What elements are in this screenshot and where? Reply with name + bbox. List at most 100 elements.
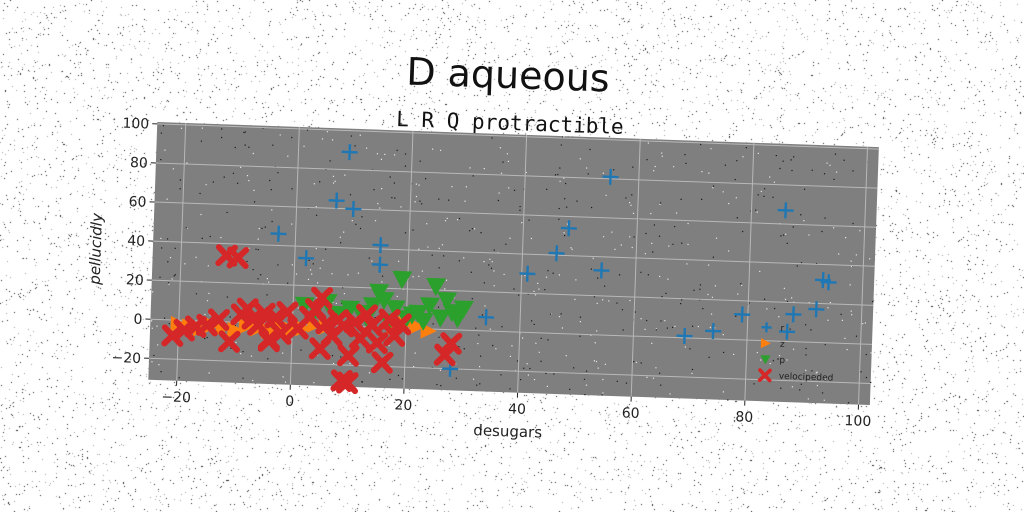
noise-speck [535,342,537,344]
noise-speck [728,202,730,205]
noise-speck [564,182,567,185]
grid-line-x [517,134,528,393]
noise-speck [357,272,360,274]
noise-speck [365,147,368,149]
noise-speck [647,274,649,276]
noise-speck [174,247,176,249]
noise-speck [715,237,718,239]
noise-speck [497,199,499,202]
point-3-2 [161,324,184,347]
noise-speck [811,370,813,372]
noise-speck [865,376,868,379]
noise-speck [630,204,632,206]
noise-speck [691,325,694,327]
noise-speck [579,316,582,318]
noise-speck [478,366,481,368]
noise-speck [260,274,262,276]
noise-speck [571,248,573,250]
noise-speck [546,188,548,190]
noise-speck [593,360,596,362]
noise-speck [585,384,588,386]
noise-speck [545,276,548,278]
noise-speck [397,260,400,262]
noise-speck [693,289,695,291]
noise-speck [354,145,356,147]
point-0-0 [341,144,358,161]
point-2-3 [328,305,349,325]
y-tick-label: −20 [111,350,141,367]
noise-speck [735,197,737,199]
noise-speck [438,247,440,249]
noise-speck [664,320,666,322]
noise-speck [727,399,729,401]
noise-speck [468,230,471,232]
noise-speck [444,220,447,222]
noise-speck [388,344,390,347]
point-3-36 [439,332,463,355]
noise-speck [334,180,336,182]
noise-speck [311,273,313,275]
noise-speck [559,167,561,169]
noise-speck [742,230,744,233]
noise-speck [458,346,460,348]
noise-speck [602,378,604,381]
noise-speck [669,393,671,395]
noise-speck [774,307,776,310]
noise-speck [389,176,391,178]
point-0-16 [785,306,802,323]
noise-speck [253,189,255,191]
noise-speck [671,326,674,328]
noise-speck [597,277,599,279]
noise-speck [178,377,180,379]
noise-speck [540,360,542,362]
noise-speck [573,367,575,369]
noise-speck [331,354,334,357]
legend-label-2: p [779,356,785,366]
noise-speck [710,148,712,150]
grid-line-y [157,123,879,150]
noise-speck [803,188,806,190]
noise-speck [691,372,693,375]
noise-speck [608,300,610,302]
noise-speck [714,285,717,287]
noise-speck [661,152,663,154]
noise-speck [315,206,317,208]
noise-speck [456,219,459,221]
noise-speck [596,330,598,332]
noise-speck [419,160,421,162]
grid-line-y [149,357,871,384]
noise-speck [563,235,566,237]
noise-speck [508,187,510,189]
noise-speck [846,348,848,351]
y-axis-label: pellucidly [86,212,107,286]
noise-speck [823,173,826,175]
noise-speck [380,158,383,161]
noise-speck [167,282,170,284]
noise-speck [659,372,661,374]
noise-speck [712,185,715,187]
point-2-17 [426,277,447,297]
noise-speck [335,302,338,305]
noise-speck [566,206,568,208]
noise-speck [707,293,709,296]
noise-speck [172,168,175,170]
noise-speck [380,187,383,190]
noise-speck [379,207,381,209]
noise-speck [521,337,524,339]
noise-speck [755,209,757,211]
noise-speck [153,354,155,357]
noise-speck [419,200,421,202]
noise-speck [349,362,351,365]
noise-speck [560,144,562,146]
noise-speck [594,342,596,344]
noise-speck [777,358,779,360]
noise-speck [439,369,442,371]
noise-speck [810,329,812,331]
noise-speck [246,260,248,263]
noise-speck [772,360,775,362]
noise-speck [329,160,331,162]
noise-speck [501,326,503,328]
noise-speck [167,261,169,263]
legend-marker-2 [760,355,771,365]
noise-speck [644,328,646,331]
